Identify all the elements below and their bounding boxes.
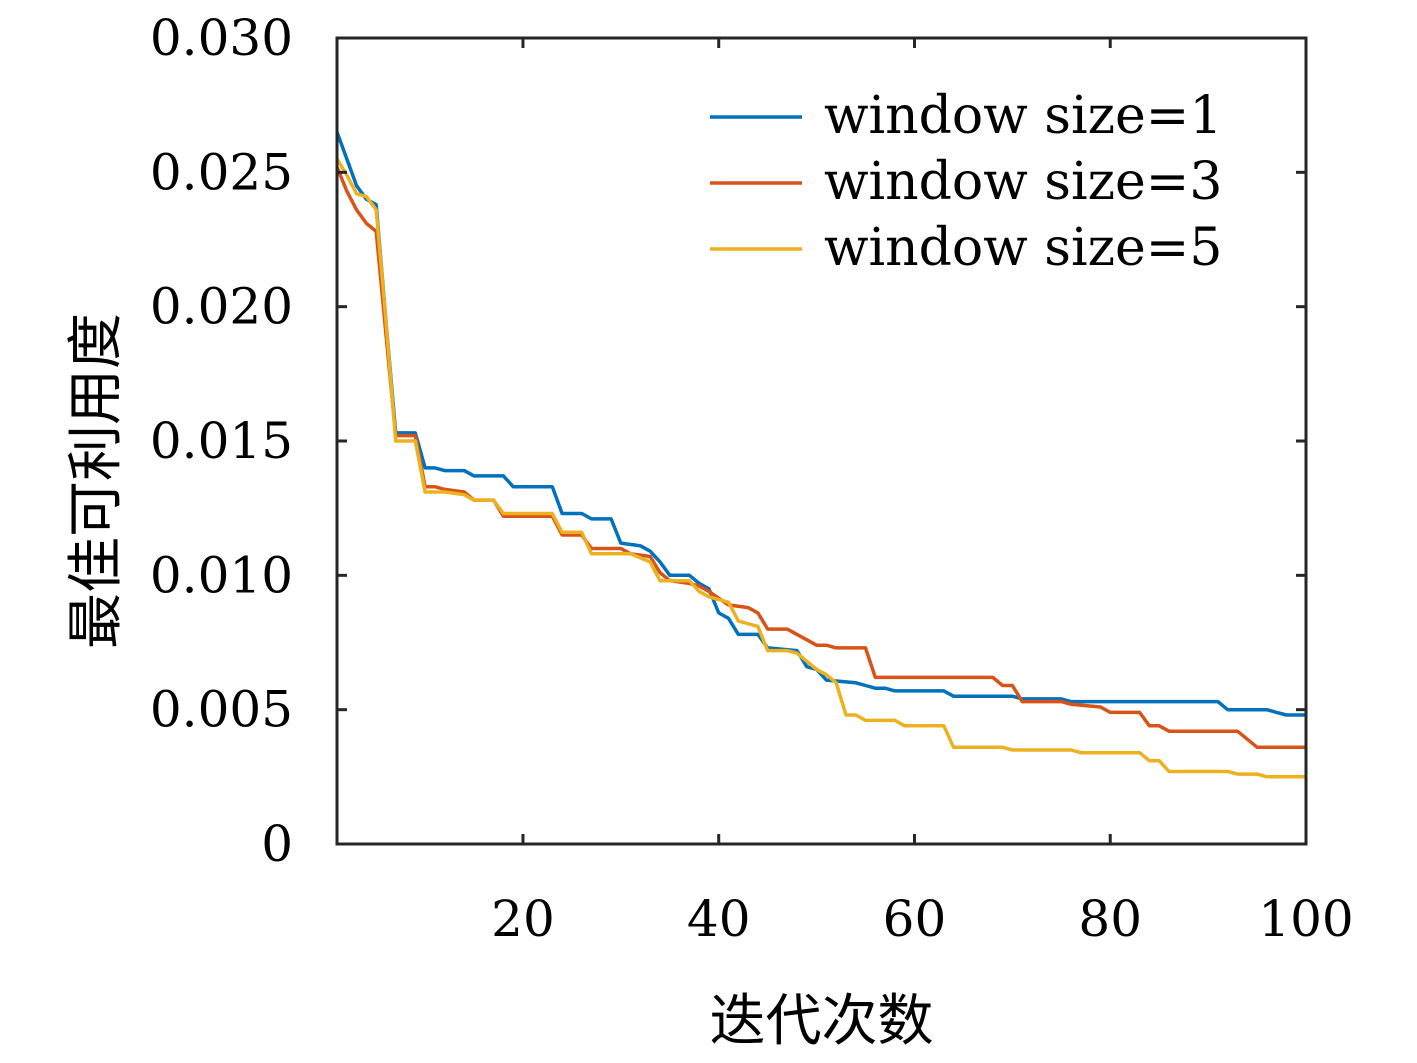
legend-label-1: window size=1 xyxy=(824,86,1222,146)
y-tick-label: 0.025 xyxy=(150,143,293,201)
legend-label-3: window size=5 xyxy=(824,218,1222,278)
ticks-layer xyxy=(337,36,1308,846)
x-tick-label: 60 xyxy=(883,890,947,948)
legend-label-2: window size=3 xyxy=(824,152,1222,212)
y-axis-title: 最佳可利用度 xyxy=(64,313,129,649)
x-tick-label: 40 xyxy=(687,890,751,948)
x-tick-label: 100 xyxy=(1258,890,1353,948)
y-tick-label: 0.030 xyxy=(150,9,293,67)
series-line-3 xyxy=(335,157,1306,779)
x-axis-title: 迭代次数 xyxy=(710,989,934,1054)
tick-labels-layer: 20 40 60 80 100 0 0.005 0.010 0.015 0.020 0.025 0.0… xyxy=(150,9,1354,948)
y-tick-label: 0.015 xyxy=(150,412,293,470)
y-tick-label: 0.005 xyxy=(150,681,293,739)
x-tick-label: 20 xyxy=(491,890,555,948)
y-tick-label: 0.010 xyxy=(150,546,293,604)
series-line-1 xyxy=(335,131,1306,717)
y-tick-label: 0 xyxy=(261,815,293,873)
y-tick-label: 0.020 xyxy=(150,278,293,336)
series-layer xyxy=(335,131,1306,779)
x-tick-label: 80 xyxy=(1078,890,1142,948)
